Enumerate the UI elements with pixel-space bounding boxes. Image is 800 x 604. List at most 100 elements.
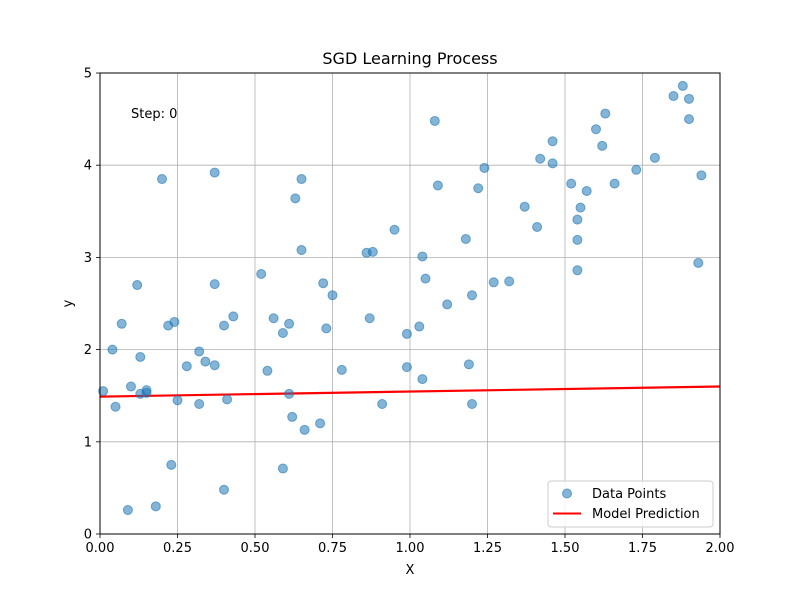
x-axis-ticks: 0.00 0.25 0.50 0.75 1.00 1.25 1.50 1.75 2.00	[86, 534, 735, 556]
y-axis-label: y	[61, 299, 76, 307]
data-point	[575, 202, 586, 213]
data-point	[200, 356, 211, 367]
data-point	[296, 245, 307, 256]
data-point	[336, 364, 347, 375]
data-point	[150, 501, 161, 512]
data-point	[228, 311, 239, 322]
data-point	[256, 268, 267, 279]
data-point	[367, 246, 378, 257]
data-point	[290, 193, 301, 204]
data-point	[417, 374, 428, 385]
data-point	[268, 313, 279, 324]
x-tick-label: 1.00	[396, 541, 425, 556]
data-point	[209, 279, 220, 290]
data-point	[417, 251, 428, 262]
data-point	[597, 140, 608, 151]
data-point	[284, 388, 295, 399]
x-tick-label: 0.75	[318, 541, 347, 556]
data-point	[315, 418, 326, 429]
data-point	[401, 328, 412, 339]
x-axis-label: X	[406, 563, 415, 578]
data-point	[377, 398, 388, 409]
data-point	[572, 265, 583, 276]
y-tick-label: 1	[84, 435, 92, 450]
y-tick-label: 2	[84, 343, 92, 358]
data-point	[219, 320, 229, 331]
data-point	[169, 316, 180, 327]
data-point	[172, 395, 183, 406]
data-point	[98, 386, 109, 397]
chart-title: SGD Learning Process	[322, 49, 497, 68]
data-point	[442, 299, 453, 310]
data-point	[547, 136, 558, 147]
legend-box	[547, 480, 714, 528]
data-point	[600, 108, 611, 119]
data-point	[181, 361, 192, 372]
data-point	[684, 93, 694, 104]
legend: Data Points Model Prediction	[547, 480, 714, 528]
y-tick-label: 3	[84, 251, 92, 266]
data-point	[194, 398, 205, 409]
data-point	[222, 394, 233, 405]
data-point	[696, 170, 707, 181]
data-point	[110, 401, 121, 412]
data-point	[414, 321, 425, 332]
data-point	[488, 277, 499, 288]
y-tick-label: 0	[84, 528, 92, 543]
data-point	[467, 290, 477, 301]
data-point	[572, 234, 583, 245]
y-axis-ticks: 0 1 2 3 4 5	[84, 67, 100, 543]
data-point	[467, 398, 477, 409]
data-point	[473, 183, 484, 194]
x-tick-label: 0.50	[241, 541, 270, 556]
data-point	[219, 484, 229, 495]
data-point	[132, 280, 143, 291]
data-point	[693, 257, 704, 268]
step-annotation: Step: 0	[131, 107, 177, 122]
data-point	[299, 424, 310, 435]
data-point	[122, 505, 133, 516]
data-point	[631, 164, 642, 175]
data-point	[284, 318, 295, 329]
x-tick-label: 2.00	[706, 541, 735, 556]
data-point	[318, 278, 329, 289]
model-prediction-line	[99, 385, 721, 398]
model-prediction-layer	[99, 385, 721, 398]
data-point	[432, 180, 443, 191]
data-point	[262, 365, 273, 376]
data-point	[321, 323, 332, 334]
data-point	[277, 328, 288, 339]
data-point	[504, 276, 515, 287]
y-tick-label: 5	[84, 67, 92, 82]
data-point	[668, 91, 679, 102]
legend-scatter-marker	[562, 488, 572, 499]
data-point	[401, 362, 412, 373]
data-point	[649, 152, 660, 163]
data-point	[684, 114, 694, 125]
data-point	[420, 273, 431, 284]
data-point	[566, 178, 577, 189]
legend-label-data-points: Data Points	[592, 487, 666, 502]
data-point	[327, 290, 338, 301]
data-point	[535, 153, 546, 164]
data-point	[107, 344, 118, 355]
data-point	[277, 463, 288, 474]
data-point	[479, 162, 490, 173]
data-point	[609, 178, 620, 189]
data-point	[141, 385, 152, 396]
x-tick-label: 1.25	[473, 541, 502, 556]
data-point	[166, 459, 177, 470]
data-point	[135, 351, 146, 362]
data-point	[591, 124, 601, 135]
data-point	[429, 115, 440, 126]
data-point	[157, 174, 167, 185]
grid	[99, 72, 721, 535]
data-point	[364, 313, 375, 324]
data-point	[547, 158, 558, 169]
data-point	[209, 167, 220, 178]
data-point	[126, 381, 136, 392]
data-point	[572, 214, 583, 225]
data-point	[287, 411, 298, 422]
data-point	[532, 221, 543, 232]
